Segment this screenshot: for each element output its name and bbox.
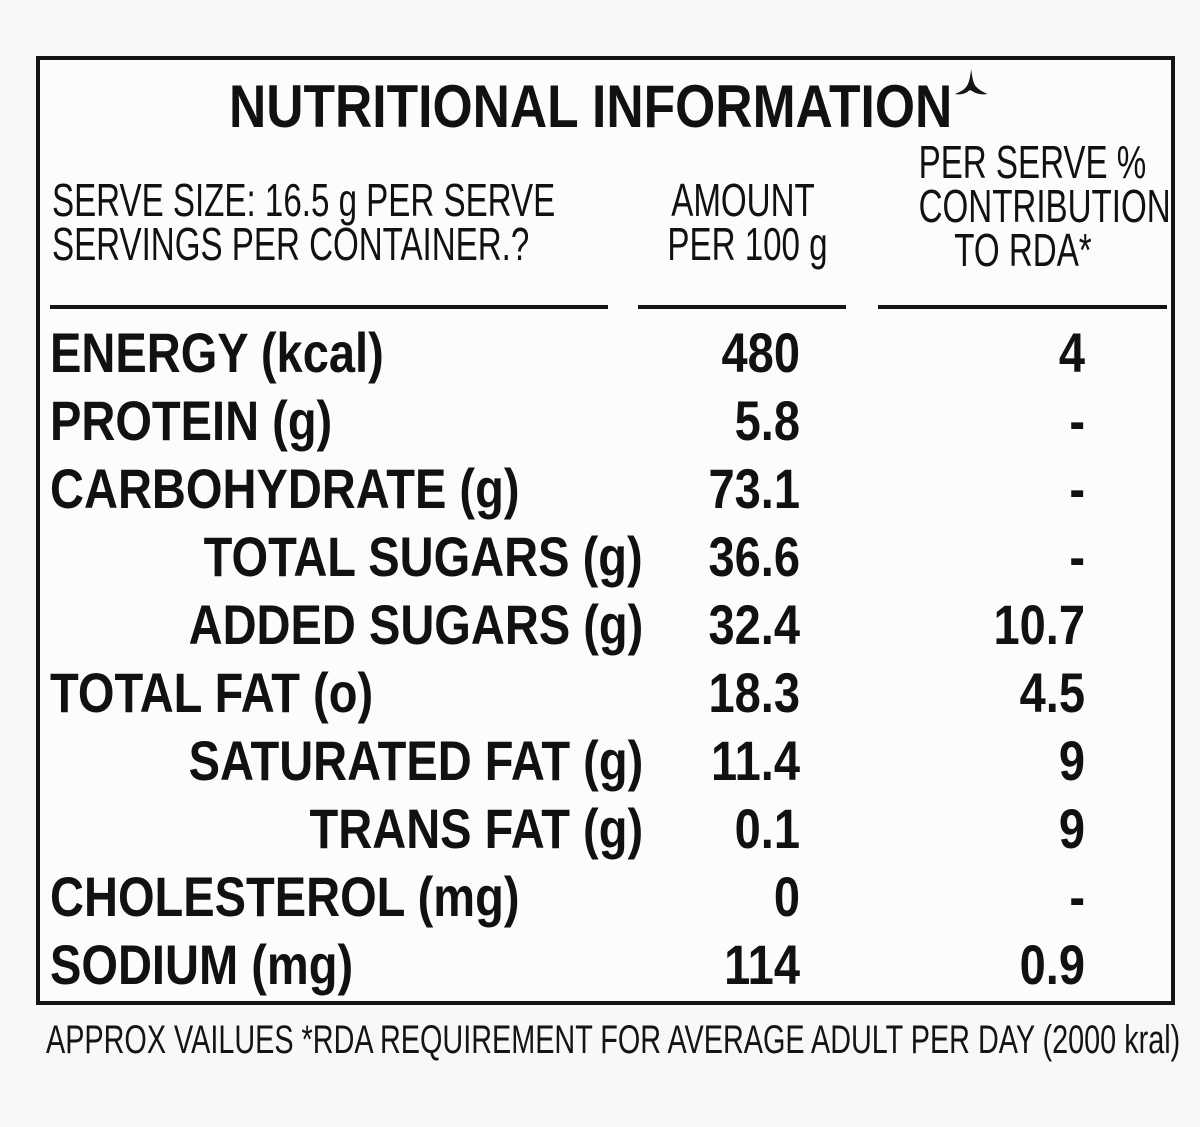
footnote: APPROX VAILUES *RDA REQUIREMENT FOR AVER… [46,1018,1181,1062]
rda-value: 9 [1058,729,1085,792]
rda-value: - [1069,525,1085,588]
label-title: NUTRITIONAL INFORMATION [122,69,1095,142]
rda-value: 4 [1058,321,1085,384]
column-header-amount: AMOUNT PER 100 g [667,174,828,270]
nutrient-name: TOTAL FAT (o) [50,661,374,724]
nutrient-name: CARBOHYDRATE (g) [50,457,520,520]
serve-info: SERVE SIZE: 16.5 g PER SERVE SERVINGS PE… [52,174,556,270]
lambda-mark-icon [954,69,988,95]
column-header-rda-line2: CONTRIBUTION [918,180,1171,232]
rda-value: 4.5 [1019,661,1085,724]
amount-value: 36.6 [708,525,800,588]
column-header-amount-line2: PER 100 g [667,218,828,270]
table-row: CARBOHYDRATE (g) 73.1 - [40,454,1171,522]
table-row: ADDED SUGARS (g) 32.4 10.7 [40,590,1171,658]
column-header-amount-line1: AMOUNT [671,174,815,226]
nutrient-table: ENERGY (kcal) 480 4 PROTEIN (g) 5.8 - CA… [40,318,1171,998]
rda-value: - [1069,865,1085,928]
label-title-text: NUTRITIONAL INFORMATION [228,73,953,140]
table-row: TOTAL FAT (o) 18.3 4.5 [40,658,1171,726]
column-header-rda-line1: PER SERVE % [918,136,1147,188]
serve-size-text: SERVE SIZE: 16.5 g PER SERVE [52,174,556,226]
rda-value: 9 [1058,797,1085,860]
amount-value: 0 [773,865,800,928]
servings-per-container-text: SERVINGS PER CONTAINER.? [52,218,530,270]
nutrient-name: ENERGY (kcal) [50,321,384,384]
table-row: SODIUM (mg) 114 0.9 [40,930,1171,998]
rda-value: 10.7 [993,593,1085,656]
nutrient-name: CHOLESTEROL (mg) [50,865,520,928]
nutrition-facts-panel: NUTRITIONAL INFORMATION SERVE SIZE: 16.5… [36,56,1175,1005]
amount-value: 114 [724,933,800,996]
header-divider-amount [638,305,846,309]
nutrient-name: TOTAL SUGARS (g) [203,525,643,588]
amount-value: 18.3 [708,661,800,724]
table-row: ENERGY (kcal) 480 4 [40,318,1171,386]
table-row: TRANS FAT (g) 0.1 9 [40,794,1171,862]
table-row: CHOLESTEROL (mg) 0 - [40,862,1171,930]
nutrient-name: SATURATED FAT (g) [188,729,643,792]
nutrient-name: TRANS FAT (g) [309,797,643,860]
amount-value: 11.4 [711,729,800,792]
rda-value: 0.9 [1019,933,1085,996]
amount-value: 5.8 [734,389,800,452]
amount-value: 73.1 [708,457,800,520]
nutrient-name: ADDED SUGARS (g) [188,593,643,656]
header-divider-nutrient [50,305,608,309]
column-header-rda-line3: TO RDA* [954,224,1092,276]
rda-value: - [1069,389,1085,452]
table-row: TOTAL SUGARS (g) 36.6 - [40,522,1171,590]
amount-value: 32.4 [708,593,800,656]
nutrient-name: PROTEIN (g) [50,389,333,452]
nutrient-name: SODIUM (mg) [50,933,354,996]
column-header-rda: PER SERVE % CONTRIBUTION TO RDA* [918,136,1171,276]
rda-value: - [1069,457,1085,520]
table-row: PROTEIN (g) 5.8 - [40,386,1171,454]
amount-value: 0.1 [734,797,800,860]
header-divider-rda [878,305,1167,309]
table-row: SATURATED FAT (g) 11.4 9 [40,726,1171,794]
amount-value: 480 [721,321,800,384]
